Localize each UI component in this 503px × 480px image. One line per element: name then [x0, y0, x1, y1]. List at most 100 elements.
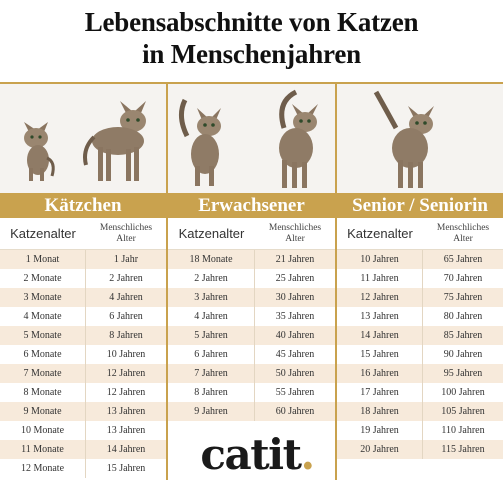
cell-human-age: 10 Jahren: [106, 349, 146, 360]
table-row: 3 Monate 4 Jahren: [0, 288, 166, 307]
table-row: 8 Jahren 55 Jahren: [168, 383, 335, 402]
cell-cat-age: 20 Jahren: [337, 440, 423, 459]
cell-cat-age: 18 Jahren: [337, 402, 423, 421]
cell-cat-age: 7 Monate: [0, 364, 86, 383]
kitten-table: Katzenalter Menschliches Alter 1 Monat 1 Jah…: [0, 218, 166, 478]
cell-cat-age: 16 Jahren: [337, 364, 423, 383]
table-row: 9 Monate 13 Jahren: [0, 402, 166, 421]
senior-table: Katzenalter Menschliches Alter 10 Jahren 65 …: [337, 218, 503, 459]
table-row: 20 Jahren 115 Jahren: [337, 440, 503, 459]
cell-cat-age: 17 Jahren: [337, 383, 423, 402]
table-row: 3 Jahren 30 Jahren: [168, 288, 335, 307]
cell-cat-age: 14 Jahren: [337, 326, 423, 345]
header-cat-age: Katzenalter: [347, 226, 413, 241]
table-row: 13 Jahren 80 Jahren: [337, 307, 503, 326]
kitten-small-image: [24, 122, 55, 181]
cell-human-age: 35 Jahren: [275, 311, 315, 322]
table-row: 5 Monate 8 Jahren: [0, 326, 166, 345]
table-row: 7 Monate 12 Jahren: [0, 364, 166, 383]
header-human-age-line2: Alter: [453, 233, 473, 244]
cell-human-age: 65 Jahren: [443, 254, 483, 265]
cell-human-age: 60 Jahren: [275, 406, 315, 417]
cell-human-age: 4 Jahren: [109, 292, 143, 303]
cell-human-age: 15 Jahren: [106, 463, 146, 474]
cell-cat-age: 1 Monat: [0, 250, 86, 269]
cell-human-age: 12 Jahren: [106, 368, 146, 379]
adult-table: Katzenalter Menschliches Alter 18 Monate 21 …: [168, 218, 335, 421]
cell-human-age: 30 Jahren: [275, 292, 315, 303]
cell-human-age: 110 Jahren: [441, 425, 485, 436]
table-row: 10 Monate 13 Jahren: [0, 421, 166, 440]
title-line-1: Lebensabschnitte von Katzen: [84, 7, 419, 37]
cell-cat-age: 10 Monate: [0, 421, 86, 440]
cell-human-age: 55 Jahren: [275, 387, 315, 398]
header-human-age: Menschliches Alter: [423, 218, 503, 249]
header-human-age: Menschliches Alter: [86, 218, 166, 249]
section-header-kitten: Kätzchen: [0, 193, 166, 218]
cell-cat-age: 10 Jahren: [337, 250, 423, 269]
table-row: 1 Monat 1 Jahr: [0, 250, 166, 269]
table-row: 5 Jahren 40 Jahren: [168, 326, 335, 345]
logo-wordmark: catit.: [200, 430, 315, 479]
cell-cat-age: 15 Jahren: [337, 345, 423, 364]
cell-cat-age: 9 Monate: [0, 402, 86, 421]
cell-cat-age: 8 Monate: [0, 383, 86, 402]
cell-human-age: 2 Jahren: [109, 273, 143, 284]
table-row: 19 Jahren 110 Jahren: [337, 421, 503, 440]
cell-human-age: 40 Jahren: [275, 330, 315, 341]
header-cat-age: Katzenalter: [10, 226, 76, 241]
table-row: 2 Jahren 25 Jahren: [168, 269, 335, 288]
cell-human-age: 75 Jahren: [443, 292, 483, 303]
cell-human-age: 95 Jahren: [443, 368, 483, 379]
header-human-age: Menschliches Alter: [255, 218, 335, 249]
cell-human-age: 6 Jahren: [109, 311, 143, 322]
kitten-large-image: [83, 101, 146, 181]
cell-cat-age: 3 Monate: [0, 288, 86, 307]
cell-cat-age: 6 Monate: [0, 345, 86, 364]
cell-human-age: 8 Jahren: [109, 330, 143, 341]
header-cat-age: Katzenalter: [178, 226, 245, 241]
cell-cat-age: 11 Monate: [0, 440, 86, 459]
divider-top: [0, 82, 503, 84]
cell-cat-age: 12 Monate: [0, 459, 86, 478]
header-human-age-line1: Menschliches: [268, 222, 322, 233]
adult-cat-sitting-image: [179, 98, 221, 186]
cell-cat-age: 9 Jahren: [168, 402, 255, 421]
cell-cat-age: 5 Monate: [0, 326, 86, 345]
table-header: Katzenalter Menschliches Alter: [168, 218, 335, 250]
page-title: Lebensabschnitte von Katzen in Menschenj…: [0, 6, 503, 70]
cell-human-age: 105 Jahren: [441, 406, 485, 417]
table-row: 10 Jahren 65 Jahren: [337, 250, 503, 269]
cell-human-age: 50 Jahren: [275, 368, 315, 379]
section-header-senior: Senior / Seniorin: [337, 193, 503, 218]
cell-human-age: 25 Jahren: [275, 273, 315, 284]
cell-cat-age: 3 Jahren: [168, 288, 255, 307]
table-row: 18 Monate 21 Jahren: [168, 250, 335, 269]
header-human-age-line1: Menschliches: [436, 222, 490, 233]
table-row: 2 Monate 2 Jahren: [0, 269, 166, 288]
cell-human-age: 80 Jahren: [443, 311, 483, 322]
cell-cat-age: 7 Jahren: [168, 364, 255, 383]
table-header: Katzenalter Menschliches Alter: [0, 218, 166, 250]
cell-cat-age: 4 Jahren: [168, 307, 255, 326]
table-row: 6 Jahren 45 Jahren: [168, 345, 335, 364]
catit-logo: catit.: [192, 423, 322, 479]
table-row: 16 Jahren 95 Jahren: [337, 364, 503, 383]
table-row: 15 Jahren 90 Jahren: [337, 345, 503, 364]
cell-cat-age: 11 Jahren: [337, 269, 423, 288]
table-row: 6 Monate 10 Jahren: [0, 345, 166, 364]
table-row: 9 Jahren 60 Jahren: [168, 402, 335, 421]
cell-cat-age: 2 Jahren: [168, 269, 255, 288]
table-row: 11 Jahren 70 Jahren: [337, 269, 503, 288]
cell-cat-age: 2 Monate: [0, 269, 86, 288]
cell-human-age: 100 Jahren: [441, 387, 485, 398]
divider-column-1: [166, 83, 168, 480]
cell-human-age: 70 Jahren: [443, 273, 483, 284]
cell-cat-age: 13 Jahren: [337, 307, 423, 326]
cell-human-age: 85 Jahren: [443, 330, 483, 341]
cell-human-age: 13 Jahren: [106, 425, 146, 436]
divider-column-2: [335, 83, 337, 480]
cell-cat-age: 6 Jahren: [168, 345, 255, 364]
table-row: 8 Monate 12 Jahren: [0, 383, 166, 402]
cell-human-age: 1 Jahr: [113, 254, 139, 265]
